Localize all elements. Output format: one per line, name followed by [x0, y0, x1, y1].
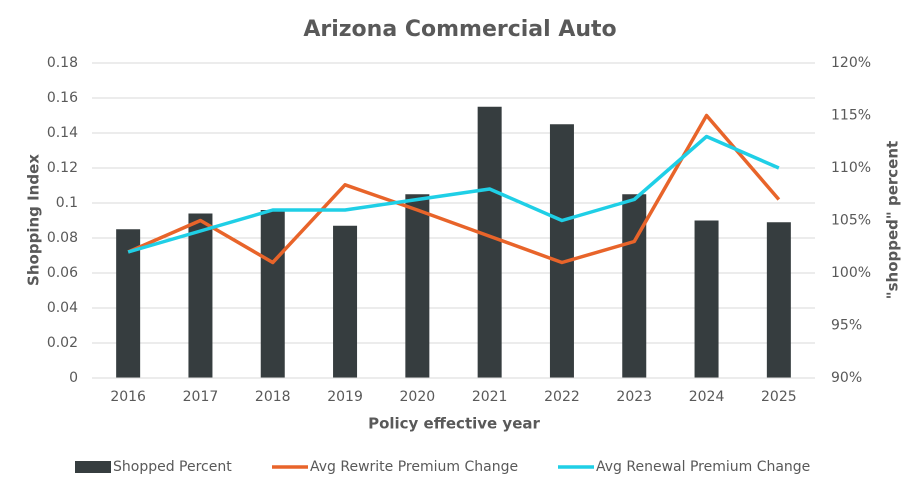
- x-tick-label: 2025: [761, 389, 797, 405]
- bar: [405, 194, 430, 378]
- legend-swatch: [75, 461, 111, 473]
- bar: [477, 106, 502, 378]
- x-tick-label: 2017: [183, 389, 219, 405]
- bar: [766, 222, 791, 378]
- bar: [622, 194, 647, 378]
- y2-tick-label: 100%: [831, 265, 871, 281]
- y-axis-title: Shopping Index: [25, 154, 43, 286]
- y-tick-label: 0: [69, 370, 78, 386]
- y2-axis-title: "shopped" percent: [884, 141, 902, 299]
- x-tick-label: 2016: [110, 389, 146, 405]
- x-axis-title: Policy effective year: [368, 415, 540, 433]
- bar: [333, 225, 358, 378]
- x-tick-label: 2019: [327, 389, 363, 405]
- y-tick-label: 0.02: [47, 335, 78, 351]
- x-tick-label: 2022: [544, 389, 580, 405]
- y2-tick-label: 105%: [831, 213, 871, 229]
- legend-label: Avg Renewal Premium Change: [596, 459, 810, 475]
- y-tick-label: 0.08: [47, 230, 78, 246]
- bar: [694, 220, 719, 378]
- bar: [549, 124, 574, 378]
- x-tick-label: 2021: [472, 389, 508, 405]
- y-tick-label: 0.04: [47, 300, 78, 316]
- bar: [116, 229, 141, 378]
- x-tick-label: 2020: [400, 389, 436, 405]
- y-tick-label: 0.12: [47, 160, 78, 176]
- y-tick-label: 0.06: [47, 265, 78, 281]
- line: [127, 113, 781, 265]
- y2-tick-label: 95%: [831, 318, 862, 334]
- y-tick-label: 0.16: [47, 90, 78, 106]
- bar: [260, 210, 285, 378]
- line: [127, 134, 780, 254]
- legend-label: Avg Rewrite Premium Change: [310, 459, 518, 475]
- bar: [188, 213, 213, 378]
- y-tick-label: 0.1: [56, 195, 78, 211]
- y-tick-label: 0.18: [47, 55, 78, 71]
- chart-title: Arizona Commercial Auto: [303, 17, 616, 42]
- y-tick-label: 0.14: [47, 125, 78, 141]
- y2-tick-label: 120%: [831, 55, 871, 71]
- x-tick-label: 2023: [616, 389, 652, 405]
- y2-tick-label: 110%: [831, 160, 871, 176]
- x-tick-label: 2018: [255, 389, 291, 405]
- legend-label: Shopped Percent: [113, 459, 232, 475]
- y2-tick-label: 90%: [831, 370, 862, 386]
- x-tick-label: 2024: [689, 389, 725, 405]
- y2-tick-label: 115%: [831, 108, 871, 124]
